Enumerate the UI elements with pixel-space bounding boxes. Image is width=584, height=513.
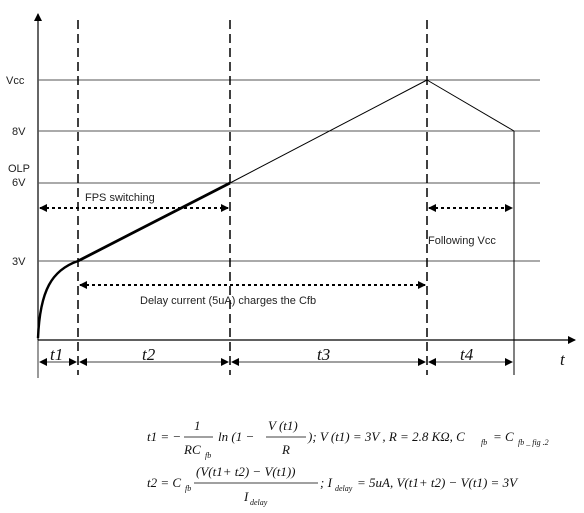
- eq2-den-sub: delay: [250, 498, 268, 507]
- eq2-lhs: t2 = C: [147, 475, 181, 490]
- delay-current-label: Delay current (5uA) charges the Cfb: [140, 295, 316, 307]
- eq1-den: RC: [183, 442, 201, 457]
- eq1-c-sub: fb: [481, 438, 487, 447]
- eq2-rest2: = 5uA, V(t1+ t2) − V(t1) = 3V: [357, 475, 519, 490]
- level-lines: [38, 79, 540, 262]
- equation-t1: t1 = − 1 RC fb ln (1 − V (t1) R ); V (t1…: [147, 418, 549, 460]
- t-axis-label: t: [560, 350, 566, 369]
- following-vcc-label: Following Vcc: [428, 235, 496, 247]
- interval-dimensions: [37, 340, 513, 378]
- t1-label: t1: [50, 345, 63, 364]
- eq1-rest: ); V (t1) = 3V , R = 2.8 KΩ, C: [307, 429, 465, 444]
- olp-label: OLP: [8, 163, 30, 175]
- annotation-arrows: [39, 204, 513, 289]
- vcc-fall: [426, 79, 515, 132]
- t2-label: t2: [142, 345, 156, 364]
- delay-ramp: [229, 79, 428, 184]
- fps-switching-label: FPS switching: [85, 192, 155, 204]
- eq2-num: (V(t1+ t2) − V(t1)): [196, 464, 296, 479]
- eq1-c2-sub: fb _ fig .2: [518, 438, 549, 447]
- waveform: [36, 79, 515, 339]
- eq1-den-sub: fb: [205, 451, 211, 460]
- vcc-label: Vcc: [6, 75, 25, 87]
- eq1-ln: ln (1 −: [218, 429, 254, 444]
- initial-charge-curve: [36, 259, 79, 339]
- interval-markers: [77, 20, 428, 375]
- eq1-num: 1: [194, 418, 201, 433]
- axes: [34, 13, 576, 344]
- 8v-label: 8V: [12, 126, 26, 138]
- eq2-den: I: [243, 489, 249, 504]
- eq2-rest1: ; I: [320, 475, 333, 490]
- equation-t2: t2 = C fb (V(t1+ t2) − V(t1)) I delay ; …: [147, 464, 519, 507]
- eq1-frac2-den: R: [281, 442, 290, 457]
- eq2-rest-sub: delay: [335, 484, 353, 493]
- 3v-label: 3V: [12, 256, 26, 268]
- eq2-lhs-sub: fb: [185, 484, 191, 493]
- t3-label: t3: [317, 345, 330, 364]
- eq1-c-eq: = C: [493, 429, 514, 444]
- fps-switching-ramp: [77, 181, 231, 263]
- eq1-frac2-num: V (t1): [268, 418, 298, 433]
- eq1-lhs: t1 = −: [147, 429, 181, 444]
- 6v-label: 6V: [12, 177, 26, 189]
- t4-label: t4: [460, 345, 474, 364]
